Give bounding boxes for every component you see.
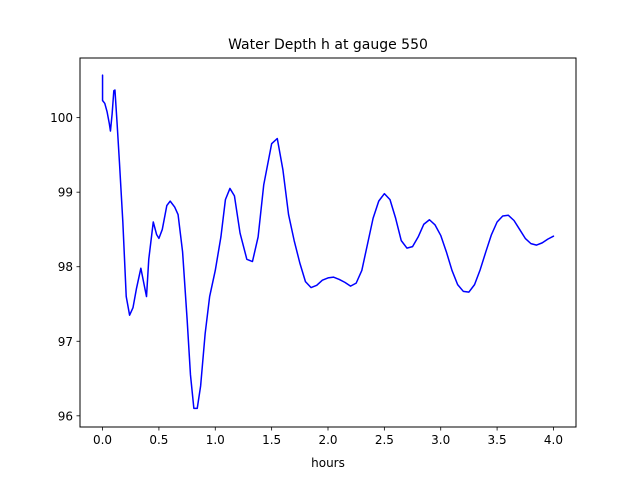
y-tick-label: 97 bbox=[58, 335, 73, 349]
x-tick-label: 2.5 bbox=[375, 433, 394, 447]
y-tick-label: 99 bbox=[58, 186, 73, 200]
y-tick-label: 100 bbox=[50, 111, 73, 125]
x-tick-label: 0.0 bbox=[93, 433, 112, 447]
x-tick-label: 4.0 bbox=[544, 433, 563, 447]
chart-title: Water Depth h at gauge 550 bbox=[228, 37, 428, 53]
x-axis-label: hours bbox=[311, 456, 345, 470]
x-tick-label: 2.0 bbox=[318, 433, 337, 447]
x-tick-label: 3.0 bbox=[431, 433, 450, 447]
y-tick-label: 98 bbox=[58, 260, 73, 274]
x-tick-label: 3.5 bbox=[488, 433, 507, 447]
y-tick-label: 96 bbox=[58, 409, 73, 423]
series-line-0 bbox=[101, 74, 555, 410]
x-tick-label: 0.5 bbox=[149, 433, 168, 447]
x-tick-label: 1.0 bbox=[206, 433, 225, 447]
x-tick-label: 1.5 bbox=[262, 433, 281, 447]
